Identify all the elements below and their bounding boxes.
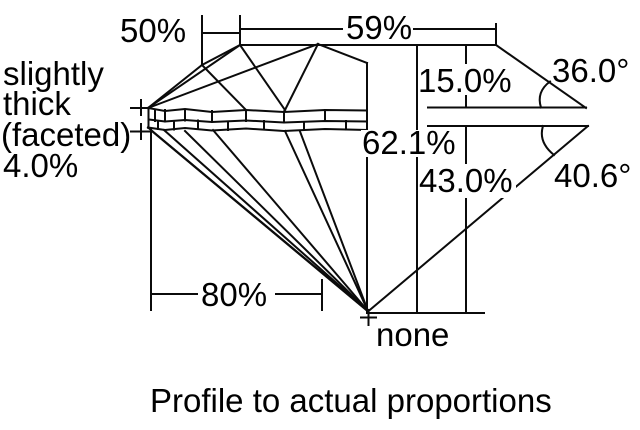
- label-backgrounds: [198, 17, 516, 309]
- girdle-mid-edge: [147, 118, 369, 124]
- girdle-label-line-3: (faceted): [1, 116, 131, 153]
- girdle-bottom-edge: [146, 126, 369, 133]
- pavilion-depth-label: 43.0%: [419, 162, 513, 199]
- girdle-label-line-2: thick: [3, 85, 71, 122]
- angle-arcs: [538, 80, 556, 157]
- crown-outline-right: [494, 43, 588, 110]
- girdle-label-line-1: slightly: [3, 55, 104, 92]
- total-depth-label: 62.1%: [362, 124, 456, 161]
- crown-angle-arc: [538, 80, 552, 109]
- culet-mark: [360, 309, 377, 326]
- culet-label: none: [376, 316, 449, 353]
- girdle-top-edge: [146, 106, 369, 114]
- pavilion-outline-right: [366, 124, 590, 313]
- labels: 50% 59% 15.0% 36.0° 62.1% 43.0% 40.6° 80…: [1, 9, 631, 419]
- lower-girdle-length-label: 80%: [201, 276, 267, 313]
- table-size-label: 59%: [346, 9, 412, 46]
- crown-height-label: 15.0%: [418, 62, 512, 99]
- girdle-band: [146, 106, 369, 133]
- pavilion-angle-label: 40.6°: [554, 157, 631, 194]
- pavilion-facets: [146, 124, 590, 313]
- diagram-linework: [130, 15, 590, 326]
- pavilion-angle-arc: [540, 124, 556, 157]
- girdle-label-line-4: 4.0%: [3, 147, 78, 184]
- crown-angle-label: 36.0°: [552, 52, 629, 89]
- figure-caption: Profile to actual proportions: [150, 382, 552, 419]
- girdle-thickness-label: slightly thick (faceted) 4.0%: [1, 55, 131, 184]
- crown-facets: [146, 42, 588, 312]
- star-length-label: 50%: [120, 12, 186, 49]
- dimension-lines: [130, 15, 589, 314]
